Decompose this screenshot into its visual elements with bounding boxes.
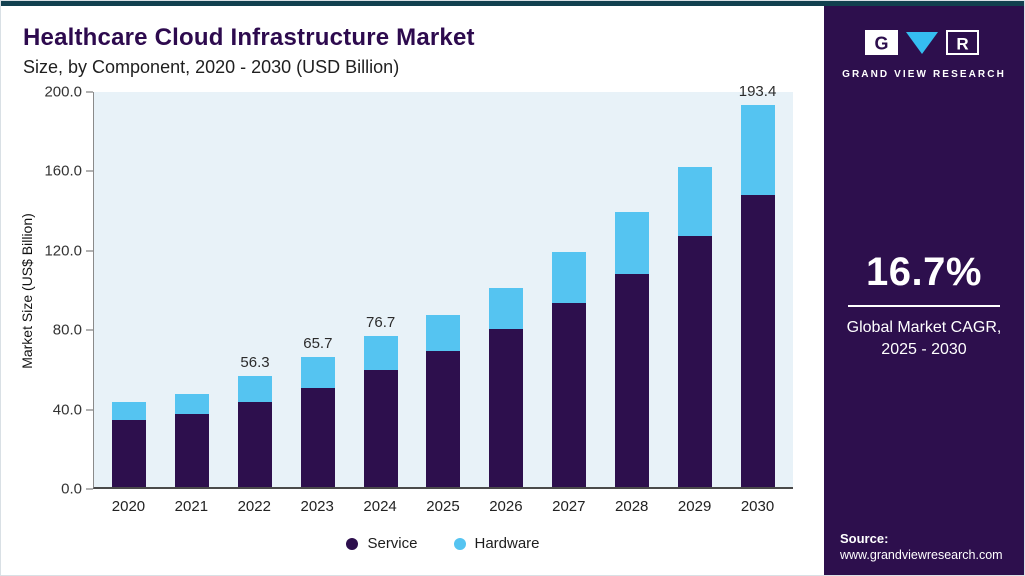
source-block: Source: www.grandviewresearch.com: [824, 531, 1003, 575]
sidebar: G R GRAND VIEW RESEARCH 16.7% Global Mar…: [824, 6, 1024, 575]
plot-area: 56.3 65.7 76.7 193.4: [93, 83, 793, 489]
segment-service: [552, 303, 587, 487]
x-tick-label: 2027: [552, 498, 586, 515]
bar-2023: 65.7: [286, 92, 349, 487]
svg-text:R: R: [956, 35, 968, 54]
bar-2025: [412, 92, 475, 487]
x-tick-label: 2022: [237, 498, 271, 515]
y-axis-ticks: 200.0 160.0 120.0 80.0 40.0 0.0: [43, 84, 93, 498]
segment-service: [238, 402, 273, 487]
segment-service: [363, 370, 398, 487]
segment-service: [614, 273, 649, 487]
segment-hardware: [614, 212, 649, 274]
segment-hardware: [112, 402, 147, 420]
segment-hardware: [677, 167, 712, 237]
y-axis-title: Market Size (US$ Billion): [19, 212, 35, 369]
legend-item-service: Service: [346, 535, 418, 552]
legend-dot-icon: [346, 537, 359, 550]
cagr-block: 16.7% Global Market CAGR, 2025 - 2030: [847, 250, 1002, 362]
x-tick-label: 2029: [677, 498, 712, 515]
cagr-label-line1: Global Market CAGR,: [846, 318, 1002, 336]
segment-service: [489, 329, 524, 487]
y-tick-mark: [86, 91, 93, 93]
y-tick-mark: [86, 250, 93, 252]
segment-hardware: [740, 105, 775, 195]
stacked-bar-chart: Market Size (US$ Billion) 200.0 160.0 120.…: [19, 83, 824, 552]
segment-service: [300, 388, 335, 487]
x-axis-spacer: [23, 489, 93, 515]
page-subtitle: Size, by Component, 2020 - 2030 (USD Bil…: [23, 57, 400, 77]
chart-row: Market Size (US$ Billion) 200.0 160.0 120.…: [19, 83, 824, 498]
segment-hardware: [238, 375, 273, 403]
grandview-logo: G R GRAND VIEW RESEARCH: [842, 28, 1006, 80]
bar-2021: [161, 92, 224, 487]
x-axis-labels: 2020 2021 2022 2023 2024 2025 2026 2027 2028 2029…: [93, 489, 793, 515]
svg-text:G: G: [874, 34, 888, 54]
legend-label: Hardware: [474, 535, 540, 552]
source-url[interactable]: www.grandviewresearch.com: [840, 548, 1003, 562]
segment-service: [112, 419, 147, 487]
page-title: Healthcare Cloud Infrastructure Market: [23, 24, 475, 51]
segment-hardware: [489, 287, 524, 329]
y-tick-label: 0.0: [61, 480, 82, 498]
bar-2020: [98, 92, 161, 487]
bar-2027: [538, 92, 601, 487]
segment-hardware: [426, 315, 461, 351]
legend-label: Service: [367, 535, 418, 552]
y-tick-mark: [86, 170, 93, 172]
x-tick-label: 2028: [615, 498, 649, 515]
bar-value-label: 56.3: [240, 353, 270, 371]
bar-2026: [475, 92, 538, 487]
x-axis-row: 2020 2021 2022 2023 2024 2025 2026 2027 2028 2029…: [23, 489, 824, 515]
bars: 56.3 65.7 76.7 193.4: [94, 83, 793, 487]
segment-hardware: [175, 394, 210, 414]
bar-value-label: 76.7: [366, 313, 396, 331]
segment-hardware: [300, 357, 335, 389]
cagr-divider: [848, 304, 1000, 307]
segment-hardware: [363, 335, 398, 371]
x-tick-label: 2021: [174, 498, 209, 515]
cagr-label-line2: 2025 - 2030: [881, 341, 967, 358]
top-accent-bar: [1, 1, 1024, 6]
segment-service: [677, 236, 712, 487]
brand-name: GRAND VIEW RESEARCH: [842, 69, 1006, 80]
x-tick-label: 2026: [489, 498, 523, 515]
bar-2028: [601, 92, 664, 487]
segment-hardware: [552, 251, 587, 304]
bar-2029: [663, 92, 726, 487]
y-tick-mark: [86, 409, 93, 411]
segment-service: [175, 413, 210, 487]
x-tick-label: 2023: [300, 498, 334, 515]
source-label: Source:: [840, 531, 889, 546]
chart-panel: Healthcare Cloud Infrastructure Market S…: [1, 6, 824, 575]
x-tick-label: 2025: [426, 498, 460, 515]
x-tick-label: 2020: [111, 498, 146, 515]
y-tick-label: 160.0: [44, 162, 82, 180]
legend-item-hardware: Hardware: [453, 535, 540, 552]
y-tick-label: 120.0: [44, 242, 82, 260]
bar-2030: 193.4: [726, 83, 789, 487]
y-tick-label: 80.0: [52, 321, 82, 339]
y-tick-label: 200.0: [44, 83, 82, 101]
bar-2024: 76.7: [349, 92, 412, 487]
content: Healthcare Cloud Infrastructure Market S…: [1, 6, 1024, 575]
legend: Service Hardware: [93, 535, 793, 552]
y-tick-label: 40.0: [52, 401, 82, 419]
grandview-logo-icon: G R: [864, 30, 979, 55]
legend-dot-icon: [453, 537, 466, 550]
cagr-value: 16.7%: [866, 249, 982, 294]
y-tick-mark: [86, 488, 93, 490]
x-tick-label: 2024: [363, 498, 397, 515]
bar-2022: 56.3: [224, 92, 287, 487]
segment-service: [740, 194, 775, 487]
y-axis-title-column: Market Size (US$ Billion): [19, 92, 43, 489]
bar-value-label: 193.4: [738, 83, 777, 101]
x-tick-label: 2030: [740, 498, 775, 515]
bar-value-label: 65.7: [303, 335, 333, 353]
y-tick-mark: [86, 329, 93, 331]
segment-service: [426, 350, 461, 487]
